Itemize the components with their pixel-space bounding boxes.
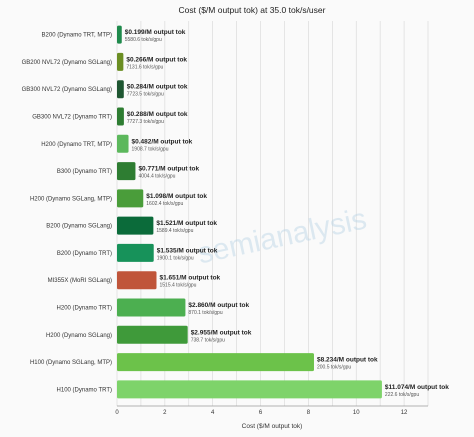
x-tick-label: 0 <box>115 410 119 416</box>
bar <box>117 52 124 71</box>
throughput-label: 200.5 tok/s/gpu <box>317 365 351 371</box>
cost-label: $11.074/M output tok <box>385 384 449 391</box>
bar <box>117 243 154 262</box>
bar <box>117 216 154 235</box>
x-tick-label: 4 <box>211 410 215 416</box>
throughput-label: 5580.6 tok/s/gpu <box>125 37 162 43</box>
cost-label: $1.098/M output tok <box>146 193 207 200</box>
category-label: GB200 NVL72 (Dynamo SGLang) <box>22 60 112 66</box>
bar <box>117 271 157 290</box>
x-axis-label: Cost ($/M output tok) <box>242 423 303 430</box>
category-label: H200 (Dynamo SGLang) <box>46 333 112 339</box>
throughput-label: 738.7 tok/s/gpu <box>191 337 225 343</box>
throughput-label: 7131.6 tok/s/gpu <box>126 64 163 70</box>
chart-title: Cost ($/M output tok) at 35.0 tok/s/user <box>179 5 326 15</box>
bars <box>117 25 382 399</box>
x-tick-label: 2 <box>163 410 167 416</box>
category-label: H100 (Dynamo SGLang, MTP) <box>30 360 112 366</box>
cost-label: $0.482/M output tok <box>132 138 193 145</box>
throughput-label: 222.6 tok/s/gpu <box>385 392 419 398</box>
x-tick-labels: 0 2 4 6 8 10 12 <box>115 410 408 416</box>
cost-label: $2.860/M output tok <box>188 302 249 309</box>
cost-label: $2.955/M output tok <box>191 329 252 336</box>
cost-label: $0.288/M output tok <box>127 111 188 118</box>
grid-lines <box>116 21 429 406</box>
throughput-label: 1589.4 tok/s/gpu <box>156 228 193 234</box>
throughput-label: 7723.5 tok/s/gpu <box>127 92 164 98</box>
bar <box>117 298 186 317</box>
category-label: B200 (Dynamo TRT) <box>57 251 112 257</box>
cost-label: $0.266/M output tok <box>126 56 187 63</box>
cost-label: $1.651/M output tok <box>159 275 220 282</box>
cost-label: $0.284/M output tok <box>127 84 188 91</box>
throughput-label: 7727.3 tok/s/gpu <box>127 119 164 125</box>
category-label: GB300 NVL72 (Dynamo SGLang) <box>22 87 112 93</box>
throughput-label: 870.1 tok/s/gpu <box>188 310 222 316</box>
throughput-label: 4004.4 tok/s/gpu <box>138 174 175 180</box>
cost-label: $8.234/M output tok <box>317 357 378 364</box>
x-tick-label: 8 <box>307 410 311 416</box>
category-label: GB300 NVL72 (Dynamo TRT) <box>32 115 112 121</box>
category-label: H200 (Dynamo TRT, MTP) <box>41 142 112 148</box>
throughput-label: 1908.7 tok/s/gpu <box>132 146 169 152</box>
category-label: H200 (Dynamo SGLang, MTP) <box>30 196 112 202</box>
category-label: H200 (Dynamo TRT) <box>57 306 112 312</box>
category-label: H100 (Dynamo TRT) <box>57 387 112 393</box>
bar <box>117 162 136 181</box>
throughput-label: 1900.1 tok/s/gpu <box>157 255 194 261</box>
bar <box>117 80 124 99</box>
cost-label: $1.535/M output tok <box>157 247 218 254</box>
x-tick-label: 10 <box>353 410 360 416</box>
category-label: B200 (Dynamo TRT, MTP) <box>42 33 112 39</box>
category-label: B300 (Dynamo TRT) <box>57 169 112 175</box>
category-label: MI355X (MoRI SGLang) <box>48 278 112 284</box>
bar <box>117 380 382 399</box>
category-label: B200 (Dynamo SGLang) <box>46 224 112 230</box>
bar <box>117 25 122 44</box>
x-tick-label: 6 <box>259 410 263 416</box>
x-tick-label: 12 <box>401 410 408 416</box>
throughput-label: 1515.4 tok/s/gpu <box>159 283 196 289</box>
bar <box>117 189 144 208</box>
cost-label: $1.521/M output tok <box>156 220 217 227</box>
bar <box>117 353 314 372</box>
watermark: semianalysis <box>195 202 370 270</box>
cost-label: $0.199/M output tok <box>125 29 186 36</box>
bar <box>117 325 188 344</box>
cost-label: $0.771/M output tok <box>138 166 199 173</box>
bar <box>117 134 129 153</box>
category-labels: B200 (Dynamo TRT, MTP) GB200 NVL72 (Dynam… <box>22 33 112 394</box>
bar <box>117 107 124 126</box>
throughput-label: 1602.4 tok/s/gpu <box>146 201 183 207</box>
